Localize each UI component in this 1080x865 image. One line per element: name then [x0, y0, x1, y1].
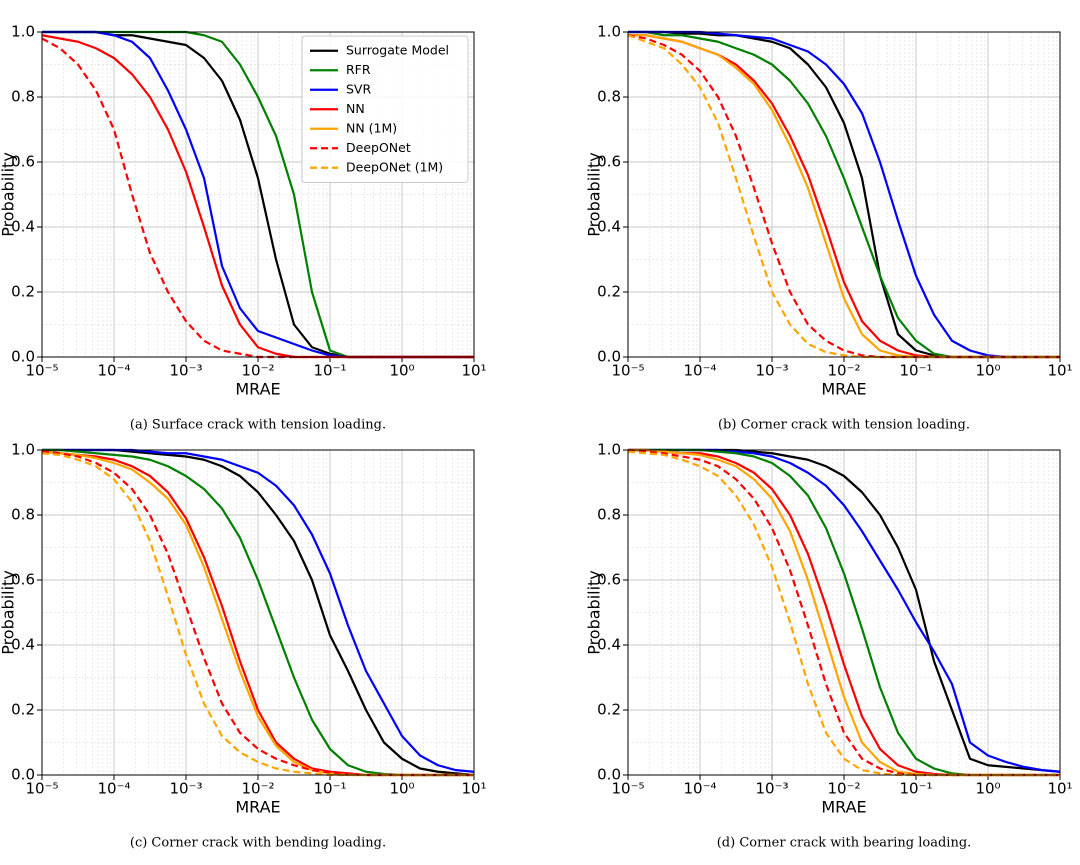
x-tick-label: 10⁰	[389, 362, 414, 380]
x-axis-label: MRAE	[235, 380, 280, 399]
subplot: 10⁻⁵ 10⁻⁴ 10⁻³ 10⁻² 10⁻¹ 10⁰ 10¹ 0.0 0.2 0.4 0.6 0.…	[585, 441, 1073, 851]
x-tick-label: 10⁻⁵	[25, 362, 58, 380]
x-tick-label: 10⁻¹	[899, 362, 932, 380]
x-tick-label: 10⁰	[975, 362, 1000, 380]
subplot: 10⁻⁵ 10⁻⁴ 10⁻³ 10⁻² 10⁻¹ 10⁰ 10¹ 0.0 0.2 0.4 0.6 0.…	[0, 23, 487, 433]
x-axis-label: MRAE	[821, 798, 866, 817]
y-axis-label: Probability	[0, 152, 18, 237]
subplot: 10⁻⁵ 10⁻⁴ 10⁻³ 10⁻² 10⁻¹ 10⁰ 10¹ 0.0 0.2 0.4 0.6 0.…	[0, 441, 487, 851]
legend-label: NN	[346, 101, 365, 116]
x-tick-label: 10¹	[461, 780, 486, 798]
x-tick-label: 10⁻²	[241, 362, 274, 380]
x-tick-label: 10⁻²	[241, 780, 274, 798]
y-tick-label: 0.4	[597, 218, 621, 236]
y-axis-label: Probability	[585, 570, 604, 655]
y-axis-label: Probability	[0, 570, 18, 655]
y-tick-label: 0.8	[11, 88, 35, 106]
x-tick-label: 10¹	[461, 362, 486, 380]
x-tick-label: 10⁻³	[169, 780, 202, 798]
x-tick-label: 10⁻⁴	[97, 362, 130, 380]
caption: (a) Surface crack with tension loading.	[130, 418, 386, 433]
x-tick-label: 10⁻⁴	[683, 362, 716, 380]
plot-frame	[627, 31, 1061, 358]
legend-label: DeepONet	[346, 140, 411, 155]
x-tick-label: 10⁻²	[827, 780, 860, 798]
y-tick-label: 1.0	[11, 23, 35, 41]
x-tick-label: 10⁻¹	[313, 780, 346, 798]
x-tick-label: 10⁻³	[755, 362, 788, 380]
y-tick-label: 0.2	[597, 701, 621, 719]
y-tick-label: 0.4	[11, 636, 35, 654]
x-tick-label: 10¹	[1047, 362, 1072, 380]
y-tick-label: 0.4	[597, 636, 621, 654]
y-tick-label: 1.0	[597, 23, 621, 41]
legend-label: RFR	[346, 62, 371, 77]
caption: (d) Corner crack with bearing loading.	[717, 836, 972, 851]
legend-box	[301, 35, 469, 183]
legend-label: SVR	[346, 81, 371, 96]
legend-label: DeepONet (1M)	[346, 159, 443, 174]
y-tick-label: 0.6	[11, 153, 35, 171]
line	[41, 452, 474, 777]
y-axis-label: Probability	[585, 152, 604, 237]
y-tick-label: 0.0	[11, 348, 35, 366]
x-tick-label: 10⁻⁴	[97, 780, 130, 798]
y-tick-label: 1.0	[597, 441, 621, 459]
y-tick-label: 0.4	[11, 218, 35, 236]
plot-frame	[41, 449, 475, 776]
y-tick-label: 0.0	[11, 766, 35, 784]
y-tick-label: 0.6	[11, 571, 35, 589]
x-axis-label: MRAE	[821, 380, 866, 399]
x-tick-label: 10⁻⁵	[25, 780, 58, 798]
plot-frame	[41, 31, 475, 358]
y-tick-label: 0.2	[597, 283, 621, 301]
x-tick-label: 10⁻⁴	[683, 780, 716, 798]
line	[627, 34, 1060, 359]
x-tick-label: 10⁰	[975, 780, 1000, 798]
x-tick-label: 10⁻³	[169, 362, 202, 380]
caption: (b) Corner crack with tension loading.	[718, 418, 970, 433]
y-tick-label: 0.6	[597, 571, 621, 589]
x-tick-label: 10¹	[1047, 780, 1072, 798]
x-tick-label: 10⁻⁵	[611, 780, 644, 798]
subplot: 10⁻⁵ 10⁻⁴ 10⁻³ 10⁻² 10⁻¹ 10⁰ 10¹ 0.0 0.2 0.4 0.6 0.…	[585, 23, 1073, 433]
x-tick-label: 10⁻¹	[899, 780, 932, 798]
x-tick-label: 10⁰	[389, 780, 414, 798]
y-tick-label: 0.8	[11, 506, 35, 524]
y-tick-label: 0.2	[11, 283, 35, 301]
y-tick-label: 0.0	[597, 348, 621, 366]
y-tick-label: 0.8	[597, 88, 621, 106]
x-tick-label: 10⁻²	[827, 362, 860, 380]
y-tick-label: 0.8	[597, 506, 621, 524]
plot-frame	[627, 449, 1061, 776]
x-tick-label: 10⁻³	[755, 780, 788, 798]
y-tick-label: 0.0	[597, 766, 621, 784]
caption: (c) Corner crack with bending loading.	[130, 836, 386, 851]
y-tick-label: 0.6	[597, 153, 621, 171]
legend-label: NN (1M)	[346, 120, 397, 135]
x-axis-label: MRAE	[235, 798, 280, 817]
y-tick-label: 1.0	[11, 441, 35, 459]
y-tick-label: 0.2	[11, 701, 35, 719]
legend-label: Surrogate Model	[346, 42, 449, 57]
x-tick-label: 10⁻¹	[313, 362, 346, 380]
x-tick-label: 10⁻⁵	[611, 362, 644, 380]
